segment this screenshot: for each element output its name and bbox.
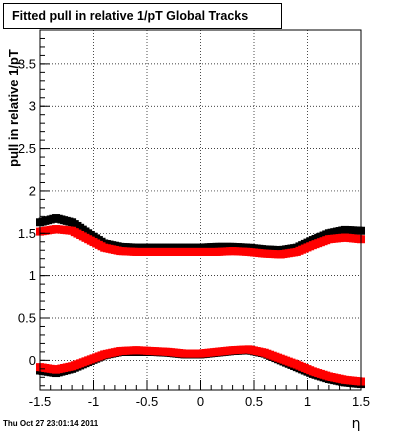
timestamp-label: Thu Oct 27 23:01:14 2011 [3,419,99,428]
x-tick-label: -0.5 [136,394,158,409]
series-layer [36,214,365,389]
chart-title: Fitted pull in relative 1/pT Global Trac… [3,3,282,29]
y-tick-label: 3.5 [18,56,36,71]
x-tick-label: 0.5 [245,394,263,409]
x-axis-ticks: -1.5 -1 -0.5 0 0.5 1 1.5 [29,380,370,409]
x-tick-label: 1 [304,394,311,409]
y-tick-label: 2.5 [18,141,36,156]
x-tick-label: -1.5 [29,394,51,409]
y-tick-label: 1 [29,268,36,283]
y-tick-label: 0.5 [18,311,36,326]
y-axis-label: pull in relative 1/pT [6,49,21,167]
y-tick-label: 0 [29,353,36,368]
x-axis-label: η [352,416,361,432]
series-2 [36,225,365,259]
y-tick-label: 3 [29,99,36,114]
grid-lines [39,30,362,390]
y-axis-ticks: 0 0.5 1 1.5 2 2.5 3 3.5 [18,29,50,387]
x-tick-label: 0 [197,394,204,409]
x-tick-label: 1.5 [352,394,370,409]
series-4 [36,345,365,386]
x-tick-label: -1 [88,394,100,409]
y-tick-label: 1.5 [18,226,36,241]
y-tick-label: 2 [29,183,36,198]
